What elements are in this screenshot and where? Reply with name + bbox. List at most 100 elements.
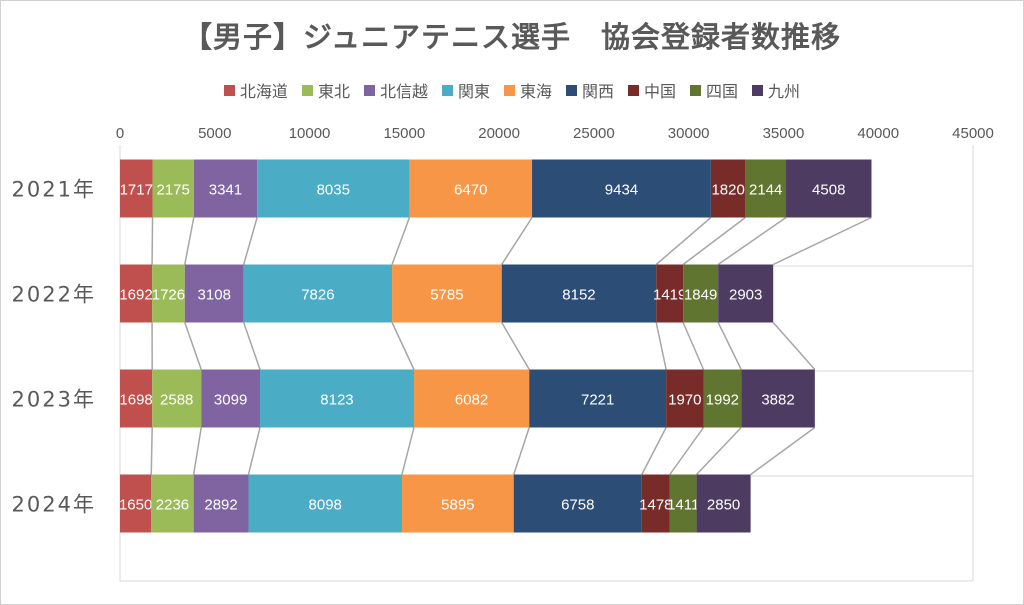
bar-segment [152, 159, 194, 218]
data-label: 2588 [160, 392, 193, 409]
legend-item: 関東 [441, 78, 490, 102]
legend-swatch [503, 84, 515, 96]
series-line [717, 322, 742, 370]
chart-title: 【男子】ジュニアテニス選手 協会登録者数推移 [183, 20, 841, 54]
data-label: 3099 [214, 392, 247, 409]
legend-item: 北海道 [223, 78, 288, 102]
data-label: 2144 [749, 182, 782, 199]
legend-item: 東北 [301, 78, 350, 102]
bar-segment [656, 264, 684, 323]
bar-segment [120, 474, 152, 533]
legend-swatch [223, 84, 235, 96]
x-tick-label: 40000 [857, 125, 899, 142]
data-label: 1419 [653, 287, 686, 304]
bar-segment [259, 369, 414, 428]
series-line [242, 322, 261, 370]
bar-segment [120, 159, 153, 218]
data-label: 8035 [317, 182, 350, 199]
x-tick-label: 10000 [289, 125, 331, 142]
bar-segment [641, 474, 670, 533]
legend-swatch [301, 84, 313, 96]
series-line [772, 216, 872, 266]
series-line [750, 426, 816, 476]
series-line [669, 427, 705, 475]
legend-label: 四国 [706, 82, 739, 101]
data-label: 1692 [119, 287, 152, 304]
legend-label: 東北 [317, 82, 350, 101]
data-label: 1650 [119, 497, 152, 514]
data-label: 4508 [812, 182, 845, 199]
legend-swatch [690, 84, 702, 96]
legend-label: 北海道 [239, 82, 288, 101]
legend-swatch [752, 84, 764, 96]
data-label: 1698 [119, 392, 152, 409]
bar-segment [257, 159, 410, 218]
bar-segment [710, 159, 746, 218]
series-line [391, 217, 411, 265]
series-line [242, 217, 258, 265]
series-line [717, 216, 787, 266]
data-label: 8123 [320, 392, 353, 409]
legend-item: 四国 [690, 78, 738, 102]
data-label: 1992 [706, 392, 739, 409]
legend-swatch [628, 84, 640, 96]
bar-segment [120, 264, 153, 323]
data-label: 3108 [198, 287, 231, 304]
legend-label: 北信越 [379, 82, 428, 101]
legend-label: 九州 [768, 82, 801, 101]
series-line [501, 217, 533, 265]
x-tick-label: 15000 [383, 125, 425, 142]
data-label: 8152 [562, 287, 595, 304]
x-tick-label: 45000 [952, 125, 994, 142]
x-tick-label: 20000 [478, 125, 520, 142]
bar-segment [151, 474, 194, 533]
data-label: 3882 [761, 392, 794, 409]
legend-item: 北信越 [363, 78, 428, 102]
series-line [184, 322, 202, 370]
legend-item: 九州 [752, 78, 800, 102]
data-label: 1717 [120, 182, 153, 199]
data-label: 1849 [684, 287, 717, 304]
data-label: 5895 [441, 497, 474, 514]
series-line [682, 322, 705, 370]
series-line [391, 322, 415, 370]
x-tick-label: 5000 [198, 125, 231, 142]
legend: 北海道 東北 北信越 関東 東海 関西 中国 四国 九州 [0, 78, 1024, 102]
data-label: 1411 [667, 497, 699, 514]
data-label: 7826 [301, 287, 334, 304]
bar-segment [696, 474, 751, 533]
series-line [641, 427, 667, 475]
data-label: 6470 [454, 182, 487, 199]
bar-segment [243, 264, 393, 323]
bar-segment [120, 369, 153, 428]
legend-label: 関西 [582, 82, 615, 101]
category-label: 2024年 [12, 493, 96, 517]
bar-segment [669, 474, 697, 533]
data-label: 2236 [156, 497, 189, 514]
legend-label: 中国 [644, 82, 677, 101]
data-label: 2850 [707, 497, 740, 514]
bar-segment [409, 159, 533, 218]
series-line [192, 427, 202, 475]
x-tick-label: 35000 [763, 125, 805, 142]
x-tick-label: 25000 [573, 125, 615, 142]
data-label: 7221 [581, 392, 614, 409]
data-label: 5785 [430, 287, 463, 304]
x-tick-label: 0 [116, 125, 124, 142]
legend-item: 東海 [503, 78, 552, 102]
bar-segment [193, 159, 258, 218]
series-line [401, 427, 415, 475]
bar-segment [513, 474, 642, 533]
bar-segment [392, 264, 502, 323]
bar-segment [248, 474, 402, 533]
data-label: 1478 [639, 497, 672, 514]
legend-label: 関東 [457, 82, 490, 101]
x-tick-label: 30000 [668, 125, 710, 142]
series-line [247, 427, 261, 475]
series-line [513, 427, 530, 475]
legend-swatch [363, 84, 375, 96]
legend-item: 中国 [628, 78, 676, 102]
series-line [501, 322, 530, 370]
series-line [655, 322, 667, 370]
data-label: 8098 [309, 497, 342, 514]
